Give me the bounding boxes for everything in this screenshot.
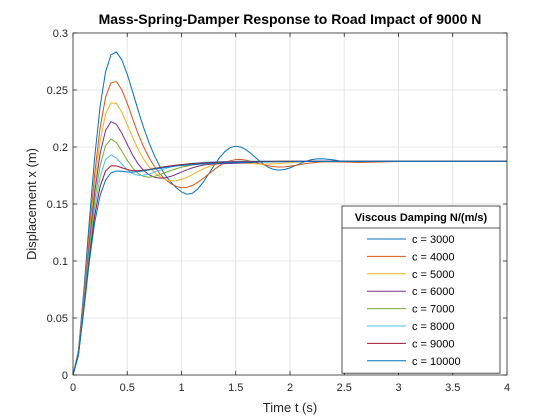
x-tick-label: 1 <box>178 382 184 394</box>
y-tick-label: 0.15 <box>47 199 68 211</box>
x-tick-label: 3.5 <box>445 382 460 394</box>
y-tick-label: 0.05 <box>47 313 68 325</box>
legend-entry: c = 4000 <box>412 251 455 263</box>
legend-entry: c = 6000 <box>412 286 455 298</box>
x-tick-label: 2 <box>287 382 293 394</box>
chart-title: Mass-Spring-Damper Response to Road Impa… <box>99 11 482 27</box>
legend-entry: c = 3000 <box>412 234 455 246</box>
legend: Viscous Damping N/(m/s) c = 3000 c = 4000 c… <box>341 205 501 374</box>
series-layer <box>72 51 507 376</box>
grid-lines <box>73 33 507 375</box>
y-tick-label: 0.1 <box>53 256 68 268</box>
y-tick-labels: 0 0.05 0.1 0.15 0.2 0.25 0.3 <box>47 28 507 382</box>
y-tick-label: 0.3 <box>53 28 68 40</box>
legend-entry: c = 8000 <box>412 321 455 333</box>
x-tick-label: 1.5 <box>228 382 243 394</box>
y-tick-label: 0.25 <box>47 85 68 97</box>
legend-entry: c = 7000 <box>412 304 455 316</box>
legend-entry: c = 9000 <box>412 338 455 350</box>
x-tick-label: 0 <box>70 382 76 394</box>
legend-entry: c = 10000 <box>412 356 461 368</box>
x-axis-label: Time t (s) <box>263 400 317 415</box>
legend-box <box>341 205 501 374</box>
legend-title: Viscous Damping N/(m/s) <box>355 212 488 224</box>
series-line-8 <box>72 160 507 376</box>
y-tick-label: 0 <box>62 370 68 382</box>
x-tick-label: 3 <box>395 382 401 394</box>
x-tick-label: 4 <box>504 382 510 394</box>
legend-entry: c = 5000 <box>412 269 455 281</box>
y-axis-label: Displacement x (m) <box>24 148 39 260</box>
x-tick-label: 2.5 <box>337 382 352 394</box>
y-tick-label: 0.2 <box>53 142 68 154</box>
x-tick-labels: 0 0.5 1 1.5 2 2.5 3 3.5 4 <box>70 33 510 394</box>
x-tick-label: 0.5 <box>120 382 135 394</box>
